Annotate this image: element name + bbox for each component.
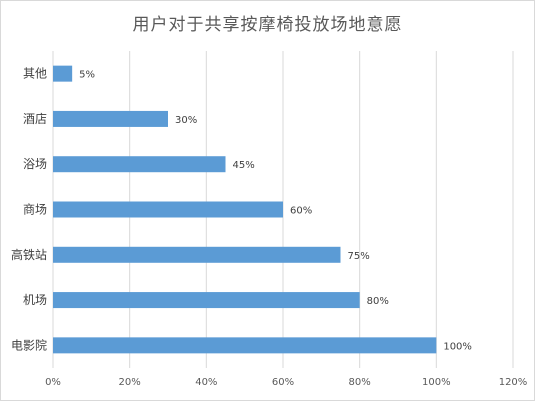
chart-title: 用户对于共享按摩椅投放场地意愿: [132, 15, 403, 35]
data-label: 75%: [348, 251, 370, 262]
x-tick-label: 60%: [272, 377, 294, 388]
bar-6: [53, 337, 437, 354]
bar-4: [53, 246, 341, 263]
category-label: 酒店: [23, 112, 47, 126]
data-label: 45%: [233, 160, 255, 171]
category-label: 机场: [23, 293, 47, 307]
x-tick-label: 100%: [422, 377, 451, 388]
x-tick-label: 20%: [119, 377, 141, 388]
x-tick-label: 0%: [45, 377, 61, 388]
bar-5: [53, 292, 360, 309]
bar-0: [53, 65, 73, 82]
x-tick-label: 120%: [499, 377, 528, 388]
data-label: 80%: [367, 296, 389, 307]
x-tick-label: 80%: [349, 377, 371, 388]
data-label: 5%: [79, 70, 95, 81]
category-label: 高铁站: [11, 247, 47, 262]
category-label: 浴场: [23, 157, 47, 171]
data-label: 60%: [290, 206, 312, 217]
labels: 0% 20% 40% 60% 80% 100% 120% 其他 5% 酒店 30% 浴场 45% 商场 60…: [11, 67, 527, 388]
data-label: 30%: [175, 115, 197, 126]
bar-1: [53, 110, 168, 127]
bar-2: [53, 156, 226, 173]
category-label: 商场: [23, 202, 47, 217]
data-label: 100%: [443, 341, 472, 352]
bar-3: [53, 201, 283, 218]
category-label: 电影院: [11, 338, 47, 352]
category-label: 其他: [23, 67, 47, 81]
bars: [53, 65, 437, 354]
x-tick-label: 40%: [195, 377, 217, 388]
